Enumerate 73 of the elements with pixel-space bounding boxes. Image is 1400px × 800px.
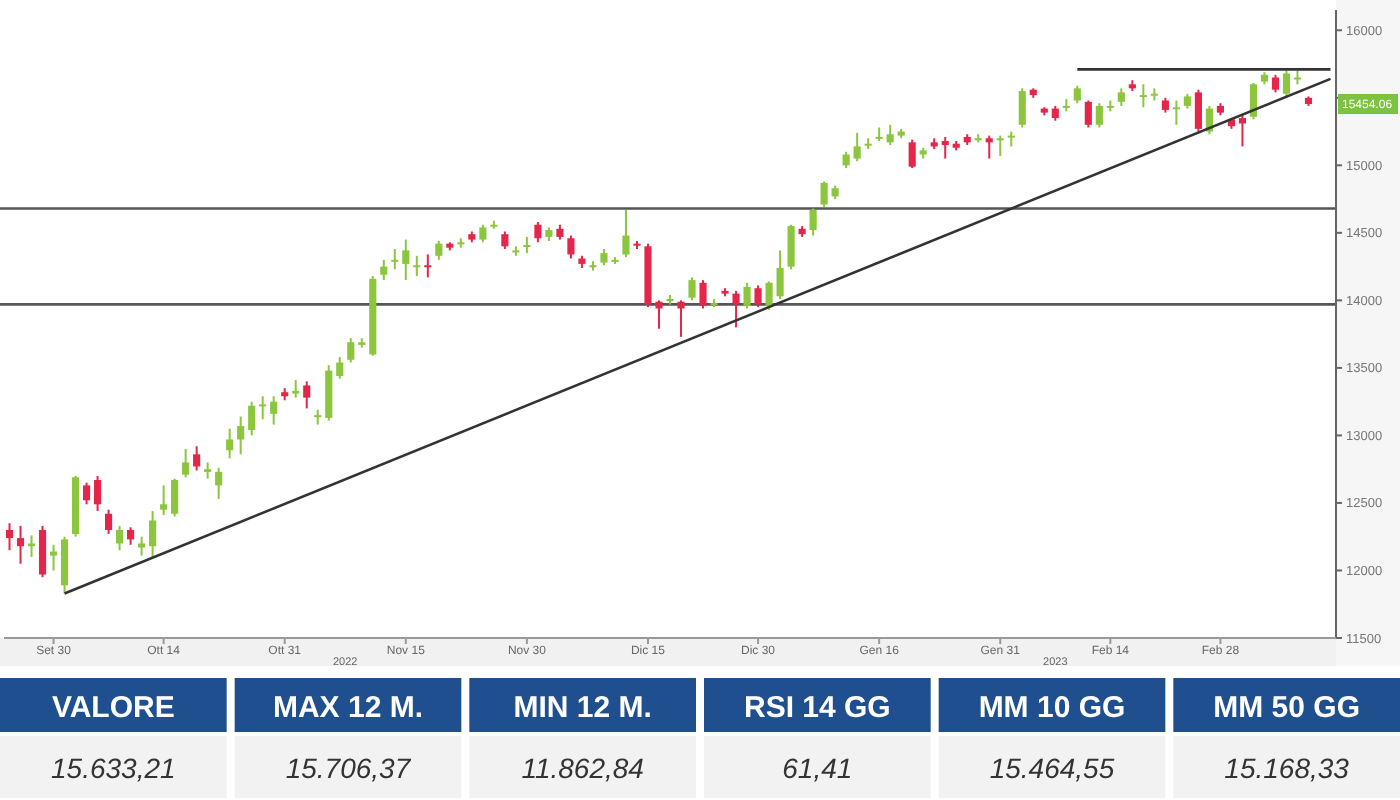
candlestick [688,276,696,302]
candlestick [1018,87,1026,129]
candlestick [787,223,795,271]
category-label: MAX 12 M. [272,690,424,725]
candlestick [270,395,278,426]
category-label: MM 50 GG [1213,690,1361,725]
candlestick [908,138,916,170]
candlestick [677,299,685,338]
candlestick [138,535,146,557]
category-label: RSI 14 GG [743,690,891,725]
candlestick [38,524,47,579]
candlestick [996,134,1004,157]
candlestick [424,253,432,279]
text: 11.862,84 [521,751,644,784]
candlestick [16,524,25,565]
candlestick [809,207,817,237]
category-label: MIN 12 M. [513,690,652,725]
candlestick [699,279,707,310]
candlestick [325,364,333,422]
candlestick [776,249,784,301]
candlestick [1172,99,1180,126]
candlestick [237,415,245,456]
category-label: MM 10 GG [978,690,1126,725]
candlestick [1194,88,1202,133]
candlestick [149,510,157,560]
candlestick [248,400,256,437]
candlestick [853,131,861,163]
candlestick [743,281,751,310]
candlestick [754,284,762,309]
candlestick [259,395,267,421]
candlestick [1084,99,1092,129]
candlestick [413,254,421,278]
candlestick [5,522,14,552]
candlestick [380,258,388,282]
candlestick [820,180,828,209]
candlestick [171,477,179,518]
candlestick [303,380,311,410]
candlestick [941,135,949,160]
text: 15.633,21 [51,751,176,784]
candlestick [193,445,201,472]
text: 15.168,33 [1224,751,1349,784]
candlestick [82,481,91,506]
candlestick [49,543,58,572]
candlestick [93,474,102,513]
candlestick [116,524,124,552]
candlestick [534,221,542,244]
candlestick [765,280,773,311]
candlestick [182,447,190,479]
candlestick [985,134,993,160]
candlestick [622,208,630,259]
text: 61,41 [782,751,853,784]
candlestick [347,337,355,364]
candlestick [1249,81,1258,121]
candlestick [336,356,344,380]
candlestick [402,238,410,282]
candlestick [391,248,399,271]
text: 15.464,55 [989,751,1115,784]
candlestick [226,427,234,460]
candlestick [435,239,443,261]
candlestick [1139,83,1147,109]
candlestick [886,123,894,147]
candlestick [105,508,113,536]
candlestick [160,484,168,517]
candlestick [215,466,223,500]
candlestick [60,535,69,595]
candlestick [1282,69,1291,98]
candlestick [567,234,575,260]
text: 15.706,37 [285,751,411,784]
candlestick [1095,102,1103,129]
candlestick [1238,114,1247,148]
candlestick [732,289,740,329]
candlestick [27,534,36,558]
category-label: VALORE [51,690,175,725]
